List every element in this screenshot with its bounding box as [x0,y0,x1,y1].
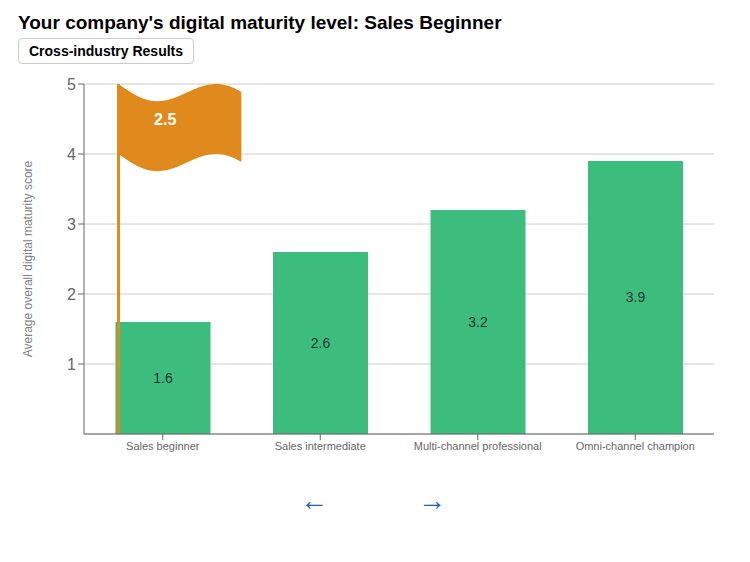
svg-text:Omni-channel champion: Omni-channel champion [576,440,695,452]
svg-text:1: 1 [67,356,76,373]
svg-text:3.2: 3.2 [468,314,488,330]
svg-text:Multi-channel professional: Multi-channel professional [414,440,542,452]
svg-text:Sales intermediate: Sales intermediate [275,440,366,452]
svg-text:3.9: 3.9 [626,289,646,305]
svg-text:4: 4 [67,146,76,163]
svg-text:5: 5 [67,76,76,93]
html-text:Your company's digital maturit: Your company's digital maturity level: S… [18,12,502,33]
svg-text:2: 2 [67,286,76,303]
html-text:Cross-industry Results: Cross-industry Results [29,43,183,59]
svg-text:3: 3 [67,216,76,233]
svg-text:2.5: 2.5 [154,111,176,128]
svg-text:Sales beginner: Sales beginner [126,440,200,452]
svg-text:2.6: 2.6 [311,335,331,351]
svg-text:1.6: 1.6 [153,370,173,386]
svg-text:Average overall digital maturi: Average overall digital maturity score [21,160,35,357]
